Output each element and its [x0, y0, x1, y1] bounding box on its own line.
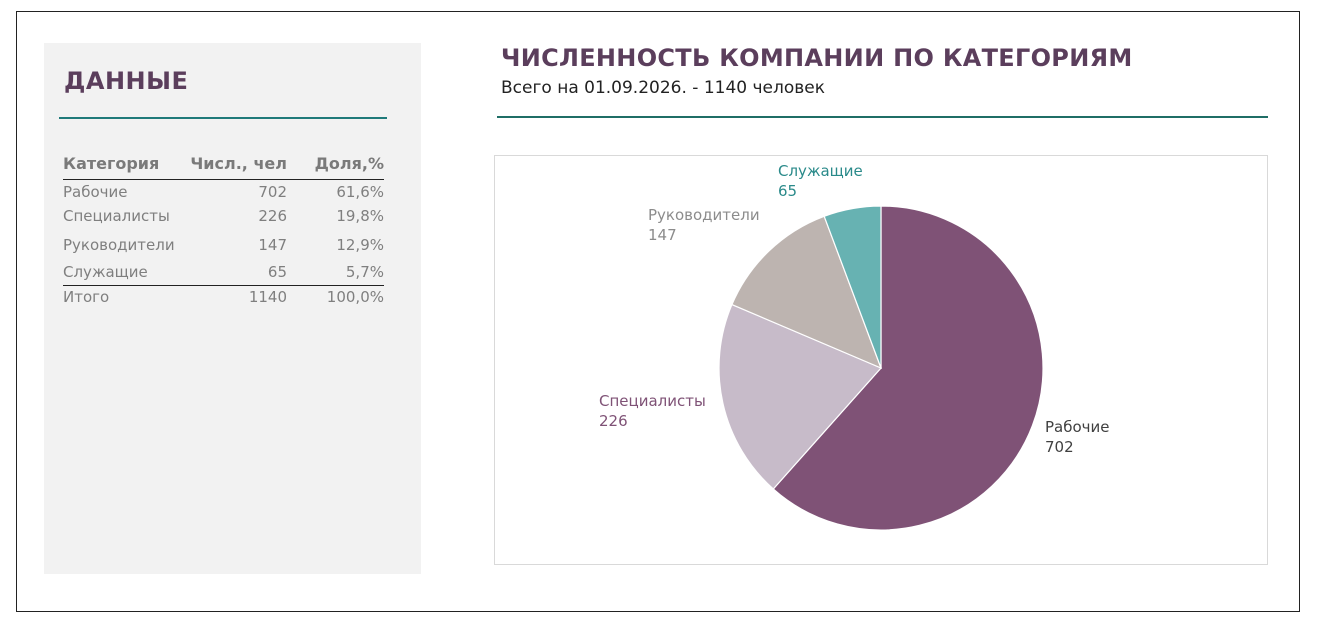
row-category: Служащие: [63, 263, 148, 281]
pie-slice-4: [823, 205, 882, 369]
data-table: Категория Числ., чел Доля,% Рабочие 702 …: [63, 153, 384, 308]
table-total-row: Итого 1140 100,0%: [63, 286, 384, 308]
row-share: 5,7%: [345, 263, 384, 281]
pie-slice-1: [772, 205, 1044, 531]
header-share: Доля,%: [314, 154, 384, 173]
pie-data-label: Служащие 65: [778, 162, 863, 200]
pie-chart: Рабочие 702 Специалисты 226 Руководители 147 С…: [599, 162, 1110, 531]
pie-slice-2: [718, 303, 883, 490]
row-share: 12,9%: [336, 236, 384, 254]
header-category: Категория: [63, 154, 160, 173]
row-share: 19,8%: [336, 207, 384, 225]
data-label-value: 226: [599, 412, 628, 430]
table-row: Рабочие 702 61,6%: [63, 180, 384, 204]
table-row: Специалисты 226 19,8%: [63, 204, 384, 228]
row-count: 702: [258, 183, 287, 201]
row-category: Специалисты: [63, 207, 170, 225]
header-count: Числ., чел: [190, 154, 287, 173]
data-label-value: 702: [1045, 438, 1074, 456]
chart-title: ЧИСЛЕННОСТЬ КОМПАНИИ ПО КАТЕГОРИЯМ: [501, 44, 1133, 72]
pie-data-label: Рабочие 702: [1045, 418, 1110, 456]
data-panel: ДАННЫЕ Категория Числ., чел Доля,% Рабоч…: [44, 43, 421, 574]
data-label-category: Специалисты: [599, 392, 706, 410]
row-share: 61,6%: [336, 183, 384, 201]
data-label-value: 65: [778, 182, 797, 200]
data-label-category: Служащие: [778, 162, 863, 180]
row-count: 147: [258, 236, 287, 254]
chart-area: Рабочие 702 Специалисты 226 Руководители 147 С…: [494, 155, 1268, 565]
row-category: Руководители: [63, 236, 175, 254]
table-row: Служащие 65 5,7%: [63, 257, 384, 286]
total-share: 100,0%: [326, 288, 384, 306]
panel-divider: [59, 117, 387, 119]
pie-data-label: Руководители 147: [648, 206, 760, 244]
total-category: Итого: [63, 288, 110, 306]
panel-title: ДАННЫЕ: [64, 67, 189, 95]
row-count: 226: [258, 207, 287, 225]
pie-slice-3: [731, 215, 883, 370]
data-label-category: Рабочие: [1045, 418, 1110, 436]
data-label-value: 147: [648, 226, 677, 244]
chart-subtitle: Всего на 01.09.2026. - 1140 человек: [501, 78, 826, 98]
title-divider: [497, 116, 1268, 118]
row-category: Рабочие: [63, 183, 128, 201]
pie-data-label: Специалисты 226: [599, 392, 706, 430]
dashboard-frame: [16, 11, 1300, 612]
row-count: 65: [267, 263, 287, 281]
table-row: Руководители 147 12,9%: [63, 228, 384, 257]
table-header: Категория Числ., чел Доля,%: [63, 153, 384, 180]
data-label-category: Руководители: [648, 206, 760, 224]
total-count: 1140: [248, 288, 287, 306]
